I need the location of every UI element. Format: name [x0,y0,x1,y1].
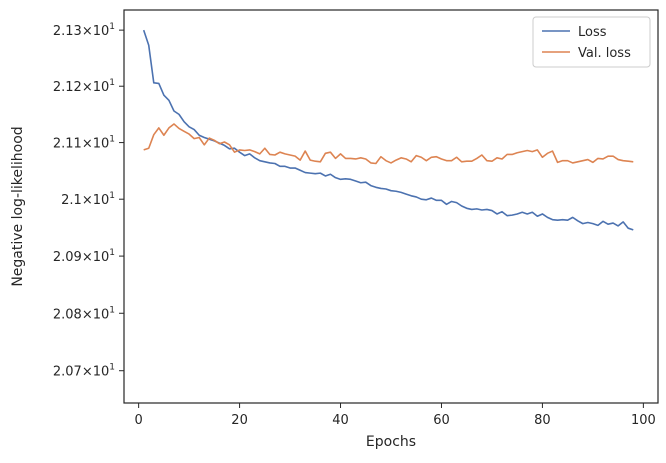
series-layer [142,29,634,231]
plot-frame [123,9,659,404]
y-axis-title: Negative log-likelihood [10,126,26,286]
y-tick-label: 2.1×101 [61,191,115,208]
y-tick-label: 2.07×101 [53,363,115,380]
x-tick-label: 80 [534,413,551,428]
series-line-val-loss [143,123,634,165]
x-tick-label: 0 [134,413,142,428]
x-tick-label: 100 [631,413,656,428]
x-tick-label: 40 [332,413,349,428]
legend: Loss Val. loss [532,16,651,68]
x-tick-label: 20 [231,413,248,428]
legend-label-loss: Loss [578,25,607,40]
y-tick-label: 2.12×101 [53,78,115,95]
y-axis: 2.07×101 2.08×101 2.09×101 2.1×101 2.11×101 2… [53,22,124,380]
x-tick-label: 60 [433,413,450,428]
y-tick-label: 2.09×101 [53,248,115,265]
series-line-loss [142,29,634,231]
y-tick-label: 2.13×101 [53,22,115,39]
y-tick-label: 2.11×101 [53,135,115,152]
legend-label-val-loss: Val. loss [578,46,631,61]
x-axis: 0 20 40 60 80 100 [134,403,656,428]
y-tick-label: 2.08×101 [53,305,115,322]
x-axis-title: Epochs [366,434,416,450]
legend-box [532,16,651,68]
